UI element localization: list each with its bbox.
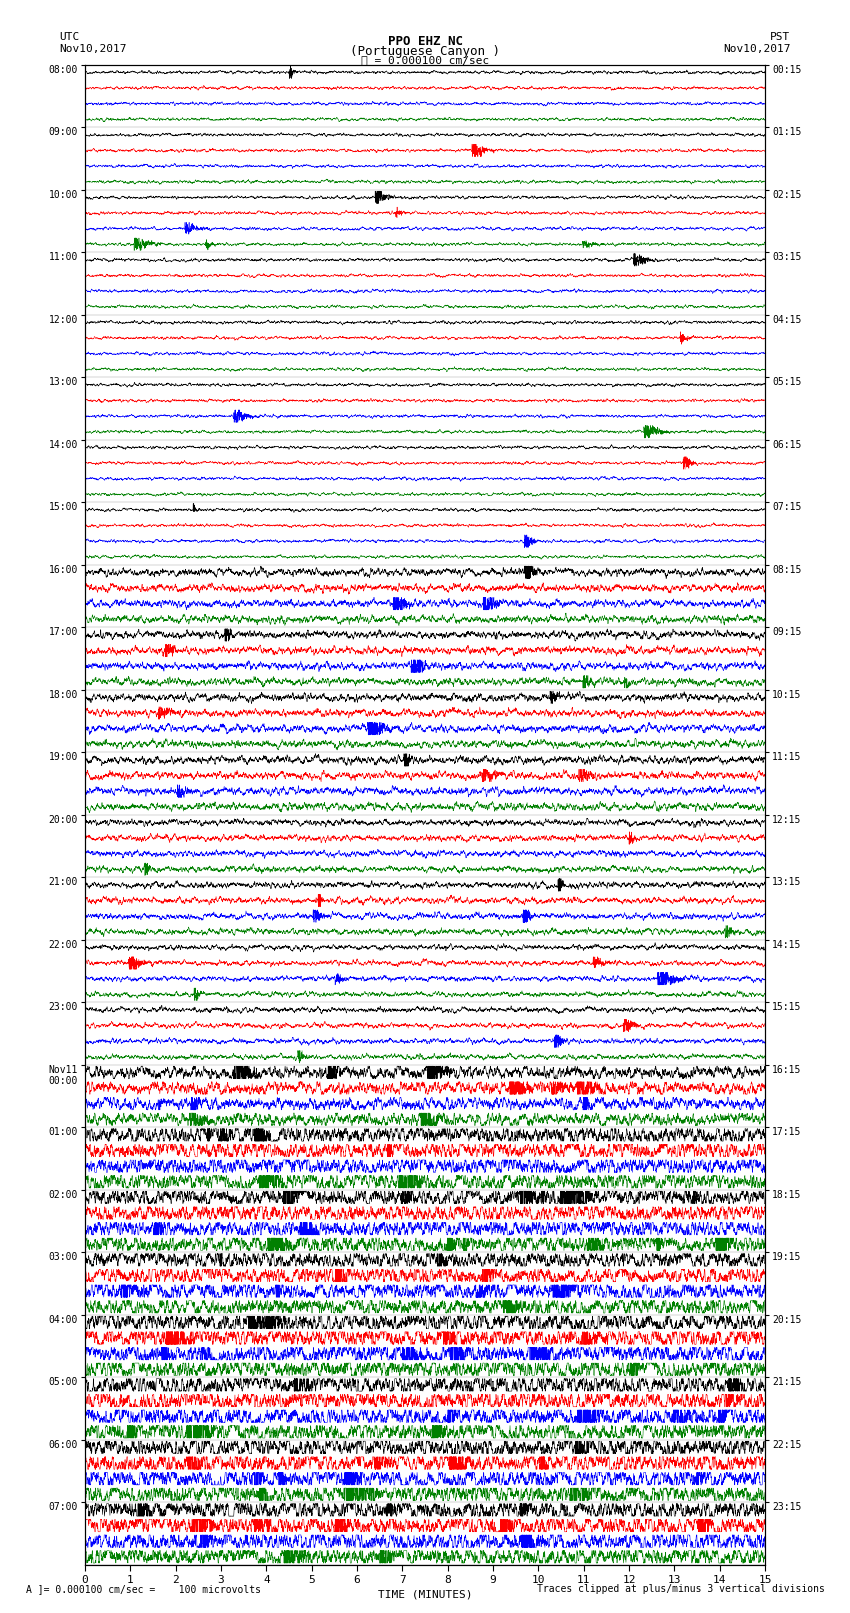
Text: ⎾ = 0.000100 cm/sec: ⎾ = 0.000100 cm/sec (361, 55, 489, 65)
Text: PPO EHZ NC: PPO EHZ NC (388, 35, 462, 48)
Text: PST: PST (770, 32, 790, 42)
Text: Traces clipped at plus/minus 3 vertical divisions: Traces clipped at plus/minus 3 vertical … (536, 1584, 824, 1594)
Text: UTC: UTC (60, 32, 80, 42)
X-axis label: TIME (MINUTES): TIME (MINUTES) (377, 1589, 473, 1598)
Text: Nov10,2017: Nov10,2017 (723, 44, 791, 53)
Text: (Portuguese Canyon ): (Portuguese Canyon ) (350, 45, 500, 58)
Text: Nov10,2017: Nov10,2017 (60, 44, 127, 53)
Text: A ]= 0.000100 cm/sec =    100 microvolts: A ]= 0.000100 cm/sec = 100 microvolts (26, 1584, 260, 1594)
